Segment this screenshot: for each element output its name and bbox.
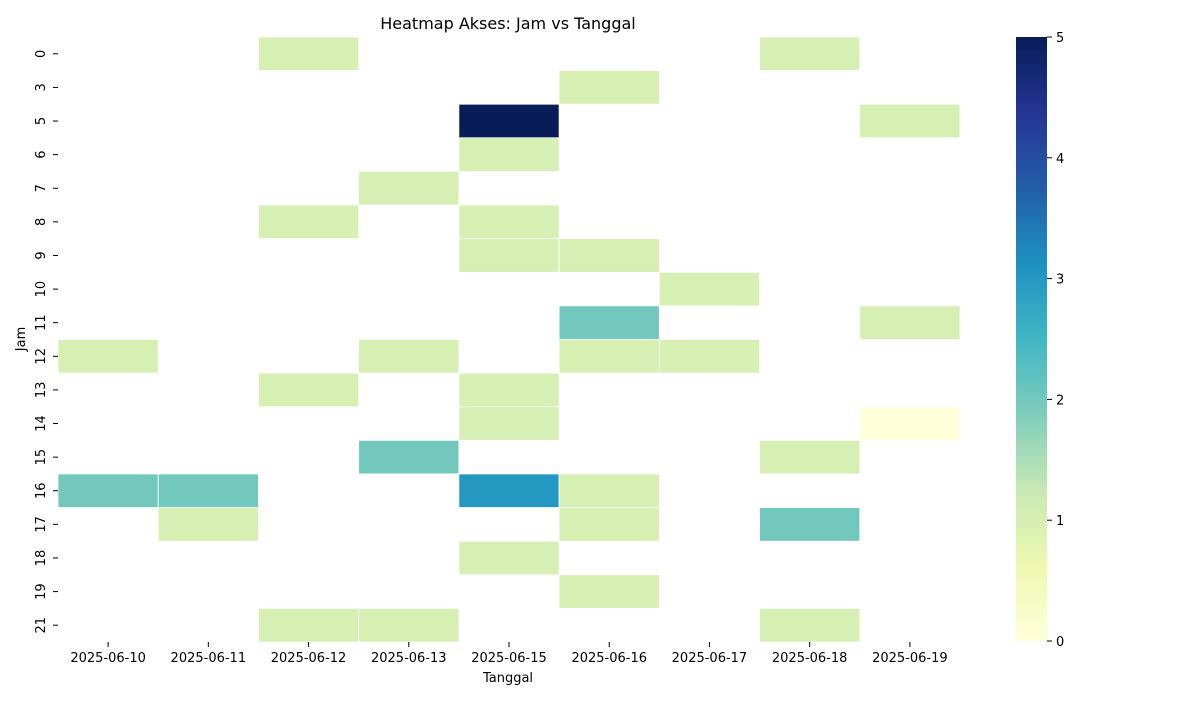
colorbar-tick-label: 5 [1056, 31, 1064, 46]
heatmap-cell [558, 339, 660, 374]
colorbar-tick-label: 4 [1056, 152, 1064, 167]
heatmap-cell [458, 406, 560, 441]
y-tick-label: 0 [34, 50, 49, 58]
y-tick-label: 9 [34, 251, 49, 259]
heatmap-cell [157, 507, 259, 542]
x-tick-label: 2025-06-19 [872, 651, 948, 666]
heatmap-cell [258, 607, 360, 643]
y-tick-label: 14 [34, 415, 49, 432]
colorbar-tick-label: 2 [1056, 393, 1064, 408]
heatmap-cell [458, 238, 560, 273]
y-tick-label: 3 [34, 83, 49, 91]
heatmap-cell [458, 103, 560, 139]
heatmap-cell [458, 372, 560, 408]
colorbar-tick-label: 1 [1056, 514, 1064, 529]
y-tick-label: 6 [34, 150, 49, 158]
heatmap-cell [558, 574, 660, 609]
chart-title: Heatmap Akses: Jam vs Tanggal [380, 14, 636, 33]
heatmap-cell [759, 607, 861, 643]
y-tick-label: 5 [34, 117, 49, 125]
heatmap-cell [57, 339, 159, 374]
heatmap-cell [759, 439, 861, 475]
y-tick-label: 8 [34, 218, 49, 226]
y-tick-label: 11 [34, 314, 49, 331]
y-tick-label: 16 [34, 482, 49, 499]
y-tick-label: 18 [34, 550, 49, 567]
heatmap-cell [859, 103, 961, 139]
heatmap-cell [558, 238, 660, 273]
heatmap-cell [859, 406, 961, 441]
x-tick-label: 2025-06-18 [772, 651, 848, 666]
heatmap-cell [558, 473, 660, 508]
heatmap-cell [358, 607, 460, 643]
y-tick-label: 19 [34, 583, 49, 600]
heatmap-cell [358, 339, 460, 374]
heatmap-cell [258, 372, 360, 408]
heatmap-cells [57, 36, 961, 643]
heatmap-cell [658, 271, 760, 307]
y-tick-label: 15 [34, 449, 49, 466]
x-tick-label: 2025-06-15 [471, 651, 547, 666]
colorbar-tick-label: 0 [1056, 635, 1064, 650]
x-tick-label: 2025-06-12 [271, 651, 347, 666]
y-axis: 0 3 5 6 7 8 9 10 11 12 13 14 15 16 17 18 19 21 [34, 50, 58, 634]
heatmap-cell [358, 171, 460, 206]
heatmap-cell [759, 36, 861, 72]
heatmap-cell [558, 507, 660, 542]
heatmap-cell [458, 137, 560, 172]
colorbar-axis: 0 1 2 3 4 5 [1047, 31, 1064, 650]
heatmap-cell [658, 339, 760, 374]
colorbar [1016, 37, 1047, 641]
y-tick-label: 21 [34, 617, 49, 634]
heatmap-cell [458, 540, 560, 576]
y-tick-label: 7 [34, 184, 49, 192]
y-axis-label: Jam [14, 327, 29, 352]
heatmap-cell [859, 305, 961, 340]
heatmap-cell [558, 70, 660, 105]
heatmap-cell [258, 204, 360, 240]
x-axis-label: Tanggal [482, 671, 533, 686]
heatmap-cell [759, 507, 861, 542]
x-tick-label: 2025-06-17 [672, 651, 748, 666]
x-tick-label: 2025-06-10 [70, 651, 146, 666]
x-tick-label: 2025-06-13 [371, 651, 447, 666]
y-tick-label: 12 [34, 348, 49, 365]
heatmap-cell [258, 36, 360, 72]
x-tick-label: 2025-06-16 [571, 651, 647, 666]
heatmap-cell [358, 439, 460, 475]
heatmap-cell [57, 473, 159, 508]
heatmap-cell [558, 305, 660, 340]
colorbar-tick-label: 3 [1056, 273, 1064, 288]
heatmap-cell [157, 473, 259, 508]
y-tick-label: 10 [34, 281, 49, 298]
y-tick-label: 13 [34, 382, 49, 399]
x-tick-label: 2025-06-11 [171, 651, 247, 666]
heatmap-cell [458, 473, 560, 508]
y-tick-label: 17 [34, 516, 49, 533]
x-axis: 2025-06-10 2025-06-11 2025-06-12 2025-06-13… [70, 642, 948, 666]
heatmap-cell [458, 204, 560, 240]
